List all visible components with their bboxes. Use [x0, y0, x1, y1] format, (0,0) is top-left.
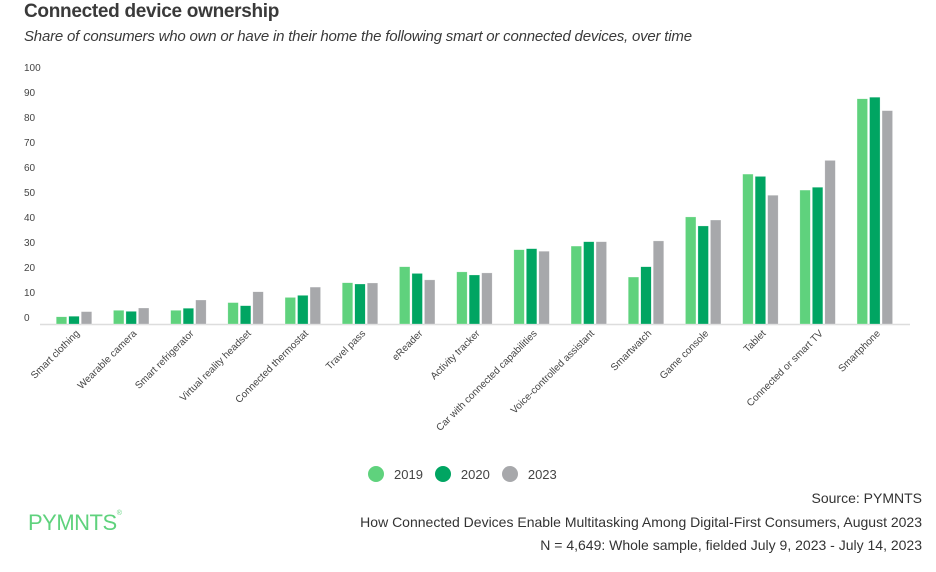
y-tick-label: 100 [24, 63, 41, 74]
bar-2019 [284, 297, 296, 325]
bar-2020 [68, 316, 80, 325]
bar-2020 [297, 295, 309, 325]
x-tick-label: eReader [390, 328, 425, 363]
bar-2020 [583, 241, 595, 325]
sample-note: N = 4,649: Whole sample, fielded July 9,… [540, 537, 922, 553]
bar-2020 [526, 248, 538, 325]
bar-2020 [468, 274, 480, 325]
legend-item-2023: 2023 [501, 466, 557, 482]
bar-2023 [195, 299, 207, 325]
bar-2023 [309, 286, 321, 325]
bar-2019 [856, 98, 868, 325]
bar-2023 [881, 110, 893, 325]
bar-2020 [240, 305, 252, 325]
bar-2023 [653, 240, 664, 325]
bar-2019 [742, 173, 754, 325]
x-tick-label: Wearable camera [76, 328, 140, 392]
y-tick-label: 10 [24, 288, 36, 299]
bar-2020 [182, 308, 194, 325]
bar-2020 [869, 96, 881, 325]
legend-label: 2019 [394, 466, 423, 482]
x-tick-label: Smart refrigerator [133, 328, 197, 392]
bar-2019 [342, 282, 353, 325]
chart-subtitle: Share of consumers who own or have in th… [24, 28, 692, 45]
bar-chart: 0 10 20 30 40 50 60 70 80 90 100 Smart clothingWear… [24, 63, 910, 434]
y-tick-label: 90 [24, 88, 36, 99]
bar-2023 [252, 291, 264, 325]
y-tick-label: 50 [24, 188, 36, 199]
bar-2023 [595, 241, 607, 325]
x-tick-label: Travel pass [324, 328, 368, 372]
bar-2019 [56, 316, 67, 325]
x-tick-label: Tablet [742, 328, 769, 355]
legend-swatch [368, 466, 384, 482]
legend-label: 2023 [527, 466, 557, 482]
bar-2023 [424, 279, 436, 325]
bar-2020 [125, 311, 137, 325]
bar-2023 [81, 311, 92, 325]
legend-item-2019: 2019 [368, 466, 423, 482]
legend-swatch [434, 466, 451, 482]
bar-2019 [170, 310, 182, 325]
x-tick-label: Car with connected capabilities [434, 328, 539, 433]
bar-2019 [456, 271, 468, 325]
x-tick-label: Game console [658, 328, 712, 382]
bar-2023 [481, 272, 493, 325]
source-note: Source: PYMNTS [811, 490, 922, 506]
y-tick-label: 40 [24, 213, 36, 224]
chart-title: Connected device ownership [24, 1, 280, 22]
bar-2019 [113, 310, 125, 325]
y-tick-label: 30 [24, 238, 36, 249]
report-note: How Connected Devices Enable Multitaskin… [360, 514, 922, 530]
y-tick-label: 60 [24, 163, 36, 174]
bar-2023 [367, 282, 378, 325]
bar-2020 [812, 187, 824, 325]
bar-2019 [685, 216, 697, 325]
bar-2019 [513, 249, 525, 325]
legend-label: 2020 [460, 466, 490, 482]
pymnts-logo: PYMNTS® [28, 510, 122, 535]
legend-item-2020: 2020 [434, 466, 490, 482]
bar-2023 [824, 160, 836, 325]
logo-text: PYMNTS [28, 510, 117, 535]
bar-2020 [354, 283, 366, 325]
x-tick-label: Smartwatch [609, 328, 654, 373]
bar-2020 [754, 176, 766, 325]
bar-2023 [538, 250, 550, 325]
bar-2019 [570, 245, 582, 325]
x-tick-label: Smartphone [837, 328, 884, 375]
bar-2019 [399, 266, 411, 325]
bar-2020 [640, 266, 652, 325]
x-tick-label: Activity tracker [429, 328, 483, 382]
legend-swatch [501, 466, 518, 482]
bar-2023 [710, 219, 722, 325]
bar-2023 [767, 195, 779, 325]
bar-2019 [628, 276, 639, 325]
bar-2020 [697, 225, 709, 325]
y-tick-label: 20 [24, 263, 36, 274]
y-tick-label: 0 [24, 313, 30, 324]
bar-2020 [411, 273, 423, 325]
bar-2023 [138, 307, 150, 325]
x-tick-label: Smart clothing [29, 328, 82, 381]
bar-2019 [227, 302, 239, 325]
bar-2019 [799, 189, 811, 325]
legend: 2019 2020 2023 [368, 466, 569, 482]
y-tick-label: 70 [24, 138, 36, 149]
y-tick-label: 80 [24, 113, 36, 124]
